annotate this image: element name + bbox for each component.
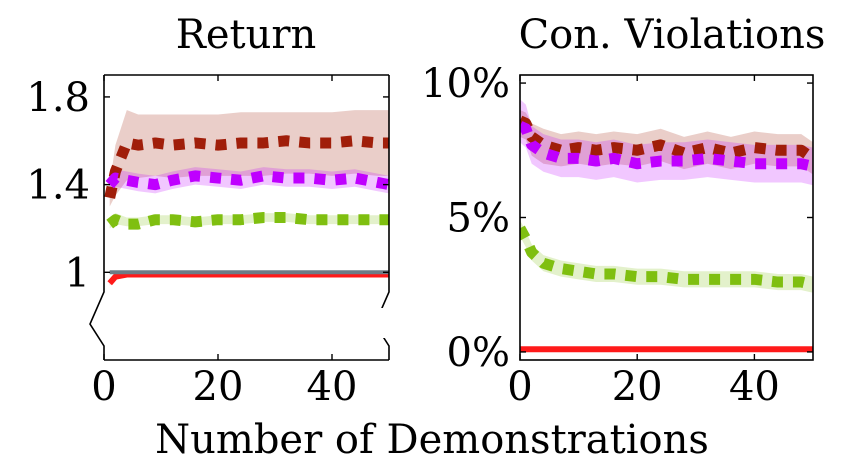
y-tick-label: 10% xyxy=(421,61,510,107)
series-0-line xyxy=(104,135,389,199)
y-tick-label: 1 xyxy=(65,250,90,296)
chart-title: Return xyxy=(176,12,317,58)
series-2-line xyxy=(106,212,389,230)
violations-panel: Con. Violations 0 20 40 0% 5% 10% xyxy=(421,12,825,410)
series-1-line xyxy=(105,170,389,191)
series-2-band xyxy=(520,220,813,293)
series-0-line xyxy=(520,115,813,163)
x-tick-label: 20 xyxy=(612,364,663,410)
y-tick-label: 1.8 xyxy=(26,75,90,121)
x-tick-label: 40 xyxy=(729,364,780,410)
axis-left-break xyxy=(89,75,105,360)
series-1-line xyxy=(520,121,813,172)
y-tick-label: 1.4 xyxy=(26,163,90,209)
shared-x-axis-label: Number of Demonstrations xyxy=(155,417,709,463)
x-tick-label: 40 xyxy=(307,364,358,410)
series-3-line xyxy=(107,271,389,286)
return-panel: Return 0 20 40 1 1.4 1.8 xyxy=(26,12,390,410)
plot-area xyxy=(104,110,389,286)
axis-break-gap xyxy=(105,308,388,338)
x-tick-label: 0 xyxy=(507,364,532,410)
x-tick-label: 20 xyxy=(193,364,244,410)
chart-title: Con. Violations xyxy=(519,12,826,58)
x-tick-label: 0 xyxy=(91,364,116,410)
y-tick-label: 0% xyxy=(447,330,510,376)
plot-area xyxy=(520,99,813,353)
y-tick-label: 5% xyxy=(447,196,510,242)
axis-frame xyxy=(519,74,814,361)
series-0-band xyxy=(109,110,389,207)
